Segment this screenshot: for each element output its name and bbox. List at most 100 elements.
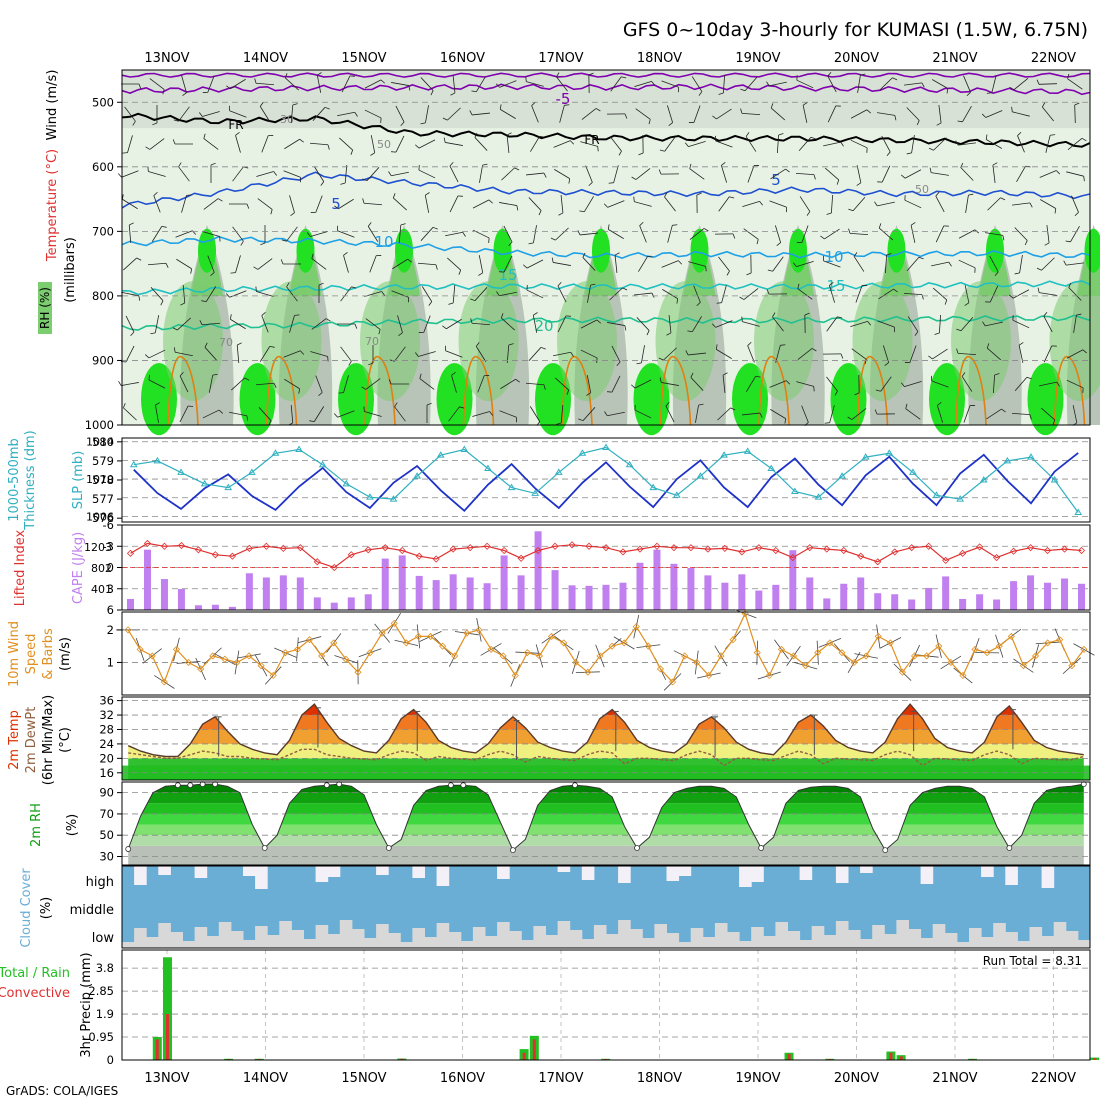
wind-barb-flag bbox=[268, 420, 272, 426]
wind-barb bbox=[1066, 349, 1084, 359]
panel-frame bbox=[121, 611, 1091, 696]
wind-barb-flag bbox=[254, 78, 257, 84]
warm-isotherm bbox=[758, 355, 790, 426]
wind-barb bbox=[525, 382, 545, 386]
wind-barb bbox=[690, 377, 704, 391]
wind-barb-flag bbox=[325, 318, 331, 322]
high-cloud-gap bbox=[860, 866, 873, 873]
cape-bar bbox=[1010, 581, 1018, 610]
panel-ylabel: (m/s) bbox=[58, 637, 73, 671]
wind-barb-flag bbox=[320, 181, 325, 186]
wind-barb-flag bbox=[647, 255, 653, 258]
wind-barb-flag bbox=[449, 161, 454, 167]
wind-barb-flag bbox=[944, 299, 948, 305]
lifted-index-point bbox=[432, 555, 440, 563]
wind-barb bbox=[560, 404, 564, 424]
wind-barb bbox=[526, 289, 544, 299]
thickness-point bbox=[1050, 476, 1059, 483]
thickness-point bbox=[909, 468, 917, 475]
low-cloud-gap bbox=[291, 930, 304, 948]
wind-barb bbox=[315, 195, 323, 213]
wind-barb-flag bbox=[153, 191, 158, 196]
low-cloud-gap bbox=[969, 928, 982, 948]
cape-bar bbox=[483, 583, 491, 610]
wind-barb-flag bbox=[981, 113, 987, 118]
panel-frame bbox=[121, 437, 1091, 523]
wind-speed-point bbox=[705, 671, 713, 680]
rh-band bbox=[128, 824, 1084, 836]
precip-tick-label: 3.8 bbox=[96, 961, 114, 975]
pressure-tick-label: 600 bbox=[92, 160, 114, 174]
wind-barb-flag bbox=[811, 348, 817, 352]
wind-barb-flag bbox=[165, 263, 169, 268]
wind-speed-point bbox=[463, 629, 471, 637]
lifted-index-point bbox=[177, 541, 186, 550]
wind-barb-flag bbox=[718, 92, 724, 95]
precip-tick-label: 0.95 bbox=[88, 1030, 114, 1044]
lifted-index-point bbox=[1077, 546, 1086, 555]
cape-bar bbox=[976, 594, 984, 610]
wind-barb bbox=[584, 196, 594, 212]
wind-barb bbox=[472, 411, 490, 417]
low-cloud-gap bbox=[993, 923, 1006, 948]
wind-barb bbox=[366, 167, 380, 181]
isotherm-line bbox=[121, 280, 1091, 296]
low-cloud-gap bbox=[654, 924, 667, 948]
wind-barb bbox=[478, 255, 484, 273]
wind-barb bbox=[311, 258, 327, 270]
wind-barb-flag bbox=[848, 228, 851, 234]
wind-barb-flag bbox=[1074, 102, 1080, 106]
thickness-point bbox=[531, 489, 540, 496]
wind-barb-flag bbox=[696, 302, 701, 307]
wind-barb bbox=[634, 292, 652, 296]
wind-barb bbox=[284, 138, 300, 150]
wind-barb bbox=[665, 405, 675, 423]
wind-barb bbox=[827, 105, 837, 123]
wind-barb-flag bbox=[204, 342, 208, 348]
wind-barb-flag bbox=[946, 88, 949, 94]
wind-barb bbox=[664, 196, 676, 212]
lifted-index-point bbox=[500, 546, 508, 555]
wind-barb-flag bbox=[1076, 313, 1082, 316]
wind-barb-flag bbox=[253, 266, 259, 270]
low-cloud-gap bbox=[230, 931, 244, 948]
thickness-point bbox=[177, 468, 185, 475]
wind-barb bbox=[796, 260, 814, 268]
wind-barb-flag bbox=[840, 141, 844, 147]
wind-barb bbox=[931, 172, 949, 176]
wind-tick-label: 1 bbox=[107, 655, 114, 669]
cape-bar bbox=[704, 575, 712, 610]
wind-barb-flag bbox=[766, 81, 770, 87]
wind-barb bbox=[691, 76, 703, 92]
wind-barb-flag bbox=[824, 422, 830, 424]
wind-barb bbox=[312, 107, 326, 121]
cape-bar bbox=[194, 605, 202, 610]
thickness-point bbox=[271, 449, 280, 456]
wind-barb-flag bbox=[144, 354, 150, 359]
cape-bar bbox=[653, 549, 661, 610]
wind-barb-flag bbox=[458, 269, 462, 275]
wind-barb-flag bbox=[246, 203, 250, 209]
wind-barb-flag bbox=[622, 287, 628, 291]
wind-barb bbox=[636, 317, 650, 331]
wind-barb bbox=[770, 168, 786, 180]
thickness-point bbox=[389, 495, 398, 502]
wind-barb bbox=[824, 167, 840, 181]
rh-bright-region bbox=[592, 228, 610, 273]
wind-barb-flag bbox=[986, 92, 992, 94]
wind-barb-flag bbox=[937, 401, 942, 406]
high-cloud-gap bbox=[134, 866, 147, 885]
wind-barb bbox=[501, 317, 515, 331]
wind-barb-flag bbox=[1050, 134, 1056, 136]
wind-barb bbox=[290, 404, 294, 424]
thickness-point bbox=[1027, 453, 1035, 460]
rh-bright-region bbox=[1084, 228, 1100, 273]
low-cloud-gap bbox=[763, 936, 776, 948]
temp-band bbox=[128, 715, 1084, 730]
cape-bar bbox=[347, 597, 355, 610]
wind-barb bbox=[499, 291, 517, 297]
panel-frame bbox=[121, 69, 1091, 426]
cape-bar bbox=[959, 598, 967, 610]
cape-bar bbox=[517, 575, 525, 610]
wind-barb-flag bbox=[1002, 235, 1005, 241]
